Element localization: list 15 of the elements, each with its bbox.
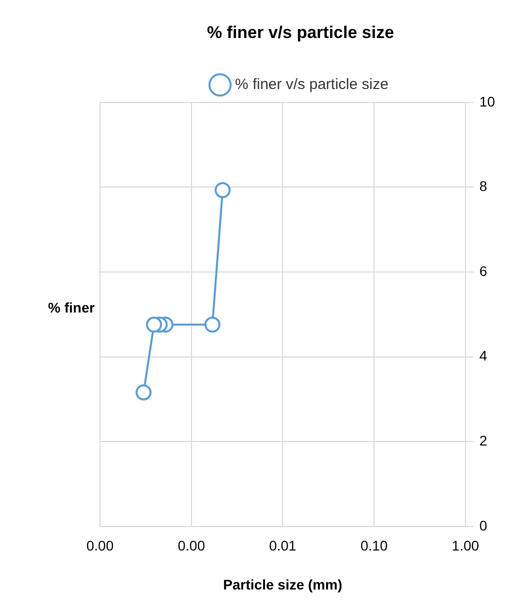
y-tick-label: 0: [479, 517, 488, 534]
x-tick-label: 0.00: [86, 538, 114, 554]
x-tick-label: 0.10: [360, 538, 388, 554]
y-tick-label: 4: [479, 348, 488, 364]
legend-label: % finer v/s particle size: [235, 76, 388, 94]
y-tick-label: 8: [479, 178, 488, 194]
x-axis-title: Particle size (mm): [223, 576, 342, 592]
y-axis-title: % finer: [48, 299, 96, 316]
x-tick-label: 1.00: [452, 538, 480, 554]
chart-title: % finer v/s particle size: [206, 22, 394, 42]
y-tick-label: 2: [479, 432, 488, 448]
y-tick-label: 6: [479, 262, 488, 279]
y-tick-label: 10: [479, 93, 496, 110]
x-tick-label: 0.01: [269, 538, 297, 554]
x-tick-label: 0.00: [178, 538, 206, 554]
